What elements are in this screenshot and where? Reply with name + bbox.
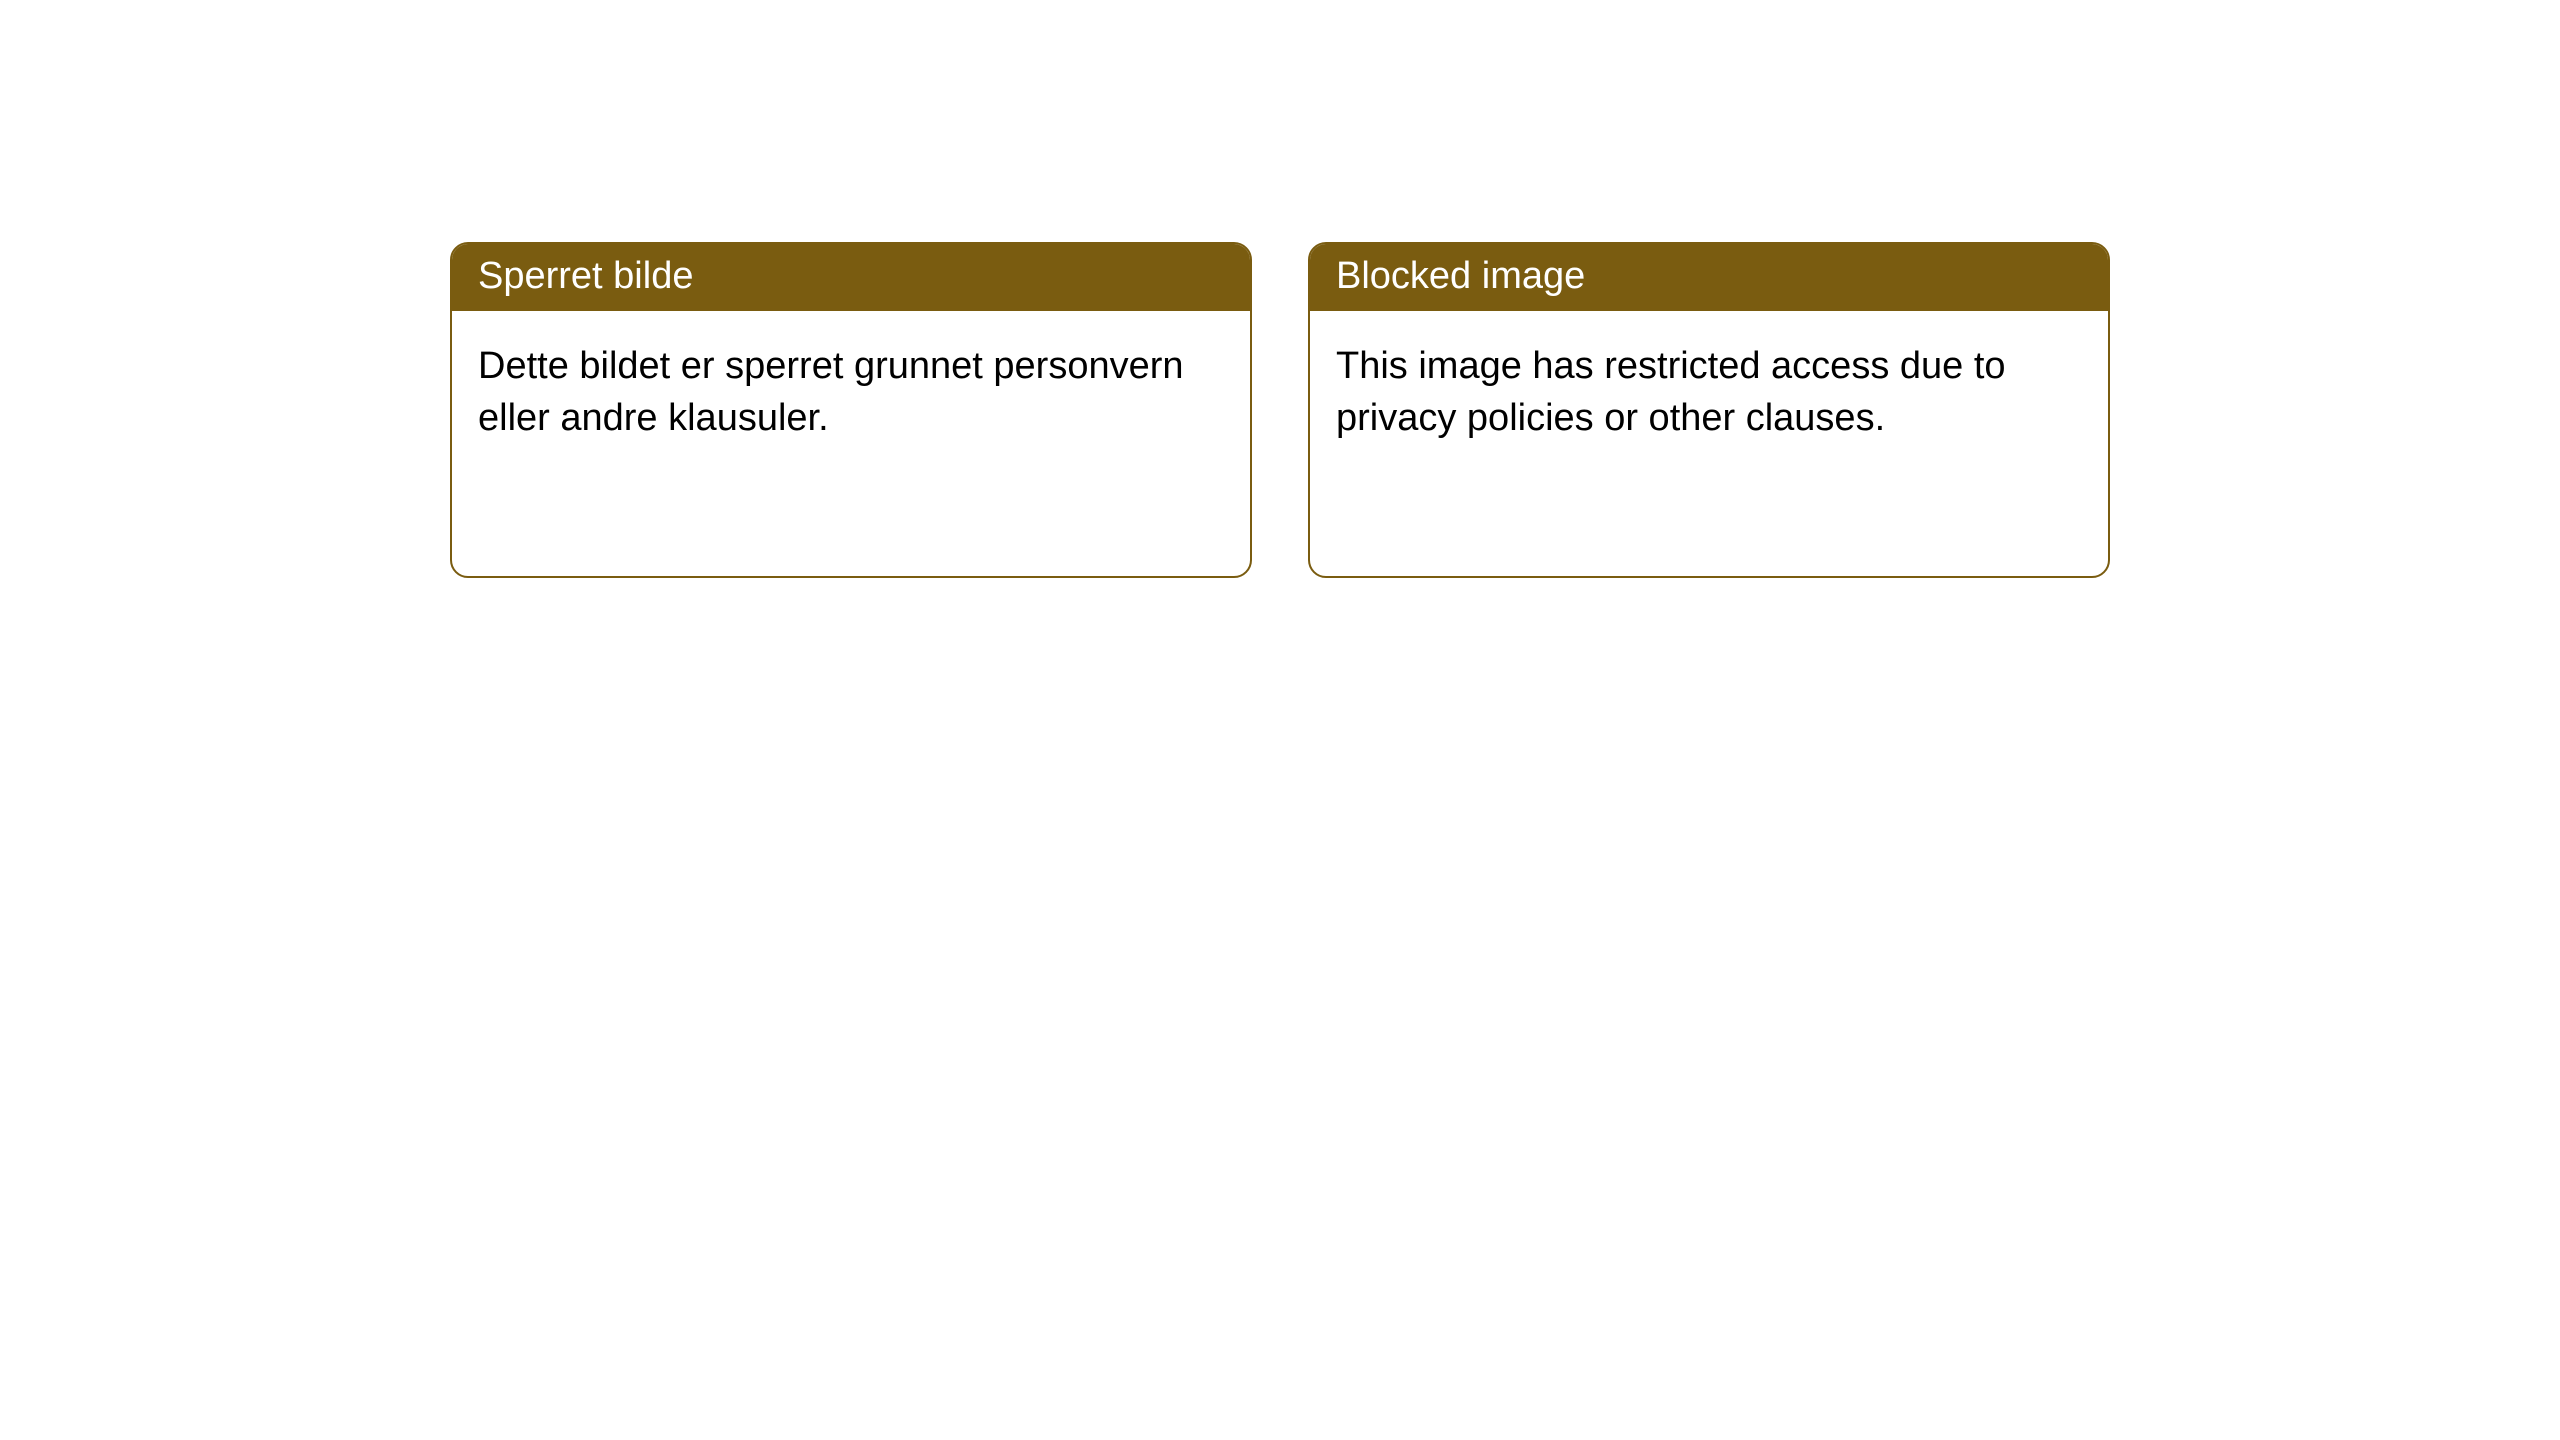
blocked-image-notice-no: Sperret bilde Dette bildet er sperret gr… [450, 242, 1252, 578]
notice-container: Sperret bilde Dette bildet er sperret gr… [0, 0, 2560, 578]
notice-body-en: This image has restricted access due to … [1310, 311, 2108, 474]
notice-header-en: Blocked image [1310, 244, 2108, 311]
blocked-image-notice-en: Blocked image This image has restricted … [1308, 242, 2110, 578]
notice-header-no: Sperret bilde [452, 244, 1250, 311]
notice-body-no: Dette bildet er sperret grunnet personve… [452, 311, 1250, 474]
